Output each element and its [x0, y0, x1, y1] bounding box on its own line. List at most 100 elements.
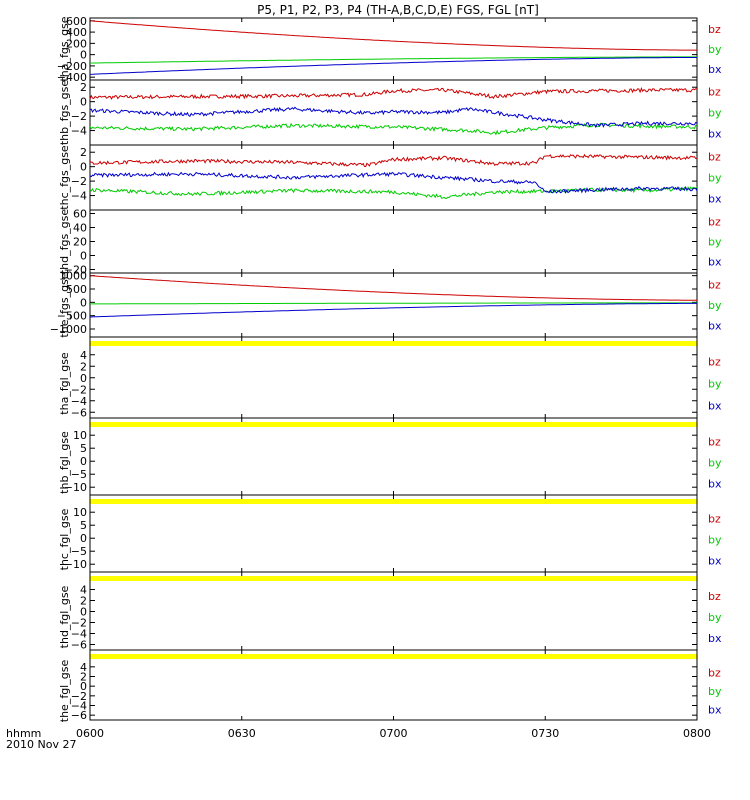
y-axis-label: thc_fgl_gse	[58, 508, 71, 570]
y-tick-label: 1000	[59, 270, 87, 283]
legend-bz: bz	[708, 513, 721, 526]
panel-frame	[89, 571, 698, 651]
legend-bx: bx	[708, 63, 722, 76]
legend-bz: bz	[708, 86, 721, 99]
data-gap-bar	[90, 499, 697, 504]
y-tick-label: −5	[71, 545, 87, 558]
data-gap-bar	[90, 341, 697, 346]
series-bz-line	[89, 20, 697, 51]
y-axis-label: thc_fgs_gse	[58, 145, 71, 210]
y-axis-label: thb_fgl_gse	[58, 431, 71, 494]
panel-frame	[89, 494, 698, 573]
y-tick-label: −4	[71, 700, 87, 713]
y-tick-label: 2	[80, 81, 87, 94]
legend-bz: bz	[708, 279, 721, 292]
data-gap-bar	[90, 422, 697, 427]
y-tick-label: 0	[80, 296, 87, 309]
y-tick-label: −500	[57, 310, 87, 323]
y-tick-label: 200	[66, 37, 87, 50]
data-gap-bar	[90, 654, 697, 659]
legend-by: by	[708, 107, 722, 120]
y-tick-label: 2	[80, 360, 87, 373]
y-tick-label: 10	[73, 429, 87, 442]
y-tick-label: −2	[71, 110, 87, 123]
legend-bx: bx	[708, 192, 722, 205]
y-tick-label: 4	[80, 584, 87, 597]
y-axis-label: the_fgl_gse	[58, 660, 71, 723]
legend-bx: bx	[708, 319, 722, 332]
legend-by: by	[708, 236, 722, 249]
y-tick-label: 2	[80, 146, 87, 159]
y-tick-label: −10	[64, 481, 87, 494]
y-tick-label: −1000	[50, 323, 87, 336]
y-axis-label: thb_fgs_gse	[58, 80, 71, 146]
series-bx-line	[89, 106, 698, 129]
data-gap-bar	[90, 576, 697, 581]
legend-by: by	[708, 685, 722, 698]
y-tick-label: 0	[80, 250, 87, 263]
panel-frame	[89, 209, 698, 274]
legend-bx: bx	[708, 477, 722, 490]
y-tick-label: −4	[71, 628, 87, 641]
y-tick-label: −10	[64, 558, 87, 571]
series-by-line	[90, 302, 697, 305]
y-tick-label: 2	[80, 671, 87, 684]
plot-title: P5, P1, P2, P3, P4 (TH-A,B,C,D,E) FGS, F…	[257, 3, 539, 17]
y-tick-label: 40	[73, 222, 87, 235]
panel-frame	[89, 417, 698, 496]
y-tick-label: 4	[80, 661, 87, 674]
y-tick-label: 0	[80, 532, 87, 545]
time-axis-label-date: 2010 Nov 27	[6, 738, 76, 751]
y-tick-label: 0	[80, 455, 87, 468]
y-axis-label: thd_fgl_gse	[58, 585, 71, 648]
legend-bz: bz	[708, 355, 721, 368]
legend-by: by	[708, 534, 722, 547]
y-tick-label: 10	[73, 506, 87, 519]
legend-bz: bz	[708, 436, 721, 449]
y-tick-label: −6	[71, 639, 87, 652]
y-axis-label: thd_fgs_gse	[58, 209, 71, 275]
series-bz-line	[89, 275, 697, 301]
y-axis-label: the_fgs_gse	[58, 272, 71, 337]
y-tick-label: −2	[71, 383, 87, 396]
x-tick-label: 0730	[531, 727, 559, 740]
panel-frame	[89, 336, 698, 419]
y-tick-label: 5	[80, 519, 87, 532]
y-tick-label: 600	[66, 15, 87, 28]
y-tick-label: 0	[80, 49, 87, 62]
legend-bx: bx	[708, 256, 722, 269]
y-tick-label: −5	[71, 468, 87, 481]
y-tick-label: 0	[80, 372, 87, 385]
x-tick-label: 0800	[683, 727, 711, 740]
legend-bx: bx	[708, 704, 722, 717]
y-tick-label: −4	[71, 395, 87, 408]
time-axis-label-hhmm: hhmm	[6, 727, 41, 740]
y-tick-label: 20	[73, 236, 87, 249]
y-tick-label: −4	[71, 125, 87, 138]
y-tick-label: −4	[71, 190, 87, 203]
y-tick-label: 4	[80, 349, 87, 362]
y-tick-label: 60	[73, 208, 87, 221]
y-tick-label: −6	[71, 406, 87, 419]
series-bz-line	[89, 153, 697, 168]
legend-bz: bz	[708, 215, 721, 228]
legend-bz: bz	[708, 666, 721, 679]
y-tick-label: −6	[71, 709, 87, 722]
y-tick-label: 2	[80, 595, 87, 608]
legend-by: by	[708, 378, 722, 391]
y-tick-label: 0	[80, 606, 87, 619]
y-tick-label: 500	[66, 283, 87, 296]
time-axis: hhmm 2010 Nov 27 0600 0630 0700 0730 0800	[6, 727, 711, 751]
legend-bx: bx	[708, 554, 722, 567]
series-by-line	[89, 122, 698, 136]
